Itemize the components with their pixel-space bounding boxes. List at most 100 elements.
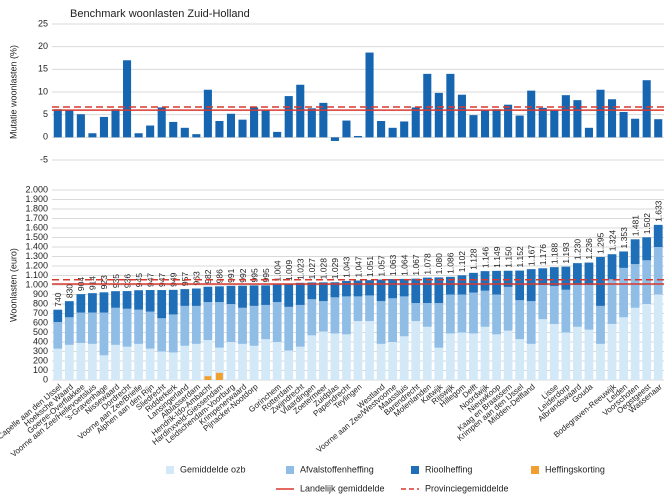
bar-segment [526,343,536,380]
bar-segment [249,345,259,380]
y-tick-label: 20 [38,41,48,51]
data-label: 1.086 [446,252,456,274]
bar-segment [388,342,398,380]
bar [169,121,178,138]
bar-segment [157,351,167,380]
bar-segment [76,312,86,343]
bar [654,119,663,138]
y-tick-label: 700 [33,308,48,318]
bar-segment [411,278,421,304]
bar-segment [134,290,143,310]
data-label: 1.295 [596,232,606,254]
y-tick-label: 300 [33,346,48,356]
bar-segment [561,266,571,290]
bar-segment [353,280,363,297]
bar-segment [191,343,201,380]
data-label: 1.023 [296,258,306,280]
bar [619,111,628,138]
legend-swatch [166,466,174,474]
bar-segment [376,301,386,344]
bar-segment [342,296,351,335]
bar [377,121,386,138]
bar-segment [342,334,351,380]
bar-segment [573,326,582,380]
data-label: 830 [65,284,75,298]
bar-segment [330,282,340,298]
y-tick-label: 200 [33,355,48,365]
data-label: 947 [157,273,167,287]
bar-segment [411,321,421,380]
bar-segment [584,329,594,380]
bar-segment [434,347,444,380]
data-label: 1.324 [607,230,617,252]
legend-swatch [286,466,294,474]
bar-segment [261,304,271,340]
bar-segment [584,262,594,285]
bar [307,108,316,138]
bar-segment [191,305,201,344]
bar-segment [549,267,559,286]
bar-segment [261,285,271,305]
data-label: 991 [226,268,236,282]
bar-segment [607,254,617,280]
bar-segment [503,286,513,331]
bar-segment [480,326,490,380]
bar-segment [122,346,132,380]
y-tick-label: 1.600 [25,222,48,232]
legend-label: Gemiddelde ozb [180,464,246,474]
data-label: 1.230 [573,239,583,261]
legend-label: Provinciegemiddelde [425,483,509,493]
bar-segment [307,335,317,380]
bar-segment [561,289,571,333]
data-label: 1.167 [526,245,536,267]
data-label: 1.502 [642,213,652,235]
data-label: 1.043 [342,256,352,278]
y-tick-label: 0 [43,374,48,384]
bar-segment [538,268,548,285]
bar-segment [584,285,594,330]
bar-segment [134,309,143,344]
bar-segment [99,292,109,313]
data-label: 1.063 [388,254,398,276]
bar-segment [422,277,432,304]
bar-segment [619,251,628,268]
bar-segment [238,343,247,380]
data-label: 1.047 [353,256,363,278]
data-label: 1.188 [550,243,560,265]
bar-segment [422,326,432,380]
bar-segment [549,285,559,324]
bar-segment [411,303,421,322]
bar-segment [469,333,478,380]
bar-segment [653,247,663,295]
bar [388,127,397,138]
bar-segment [203,340,213,380]
bar-segment [492,270,501,295]
data-label: 1.028 [319,258,329,280]
data-label: 1.236 [584,238,594,260]
bar-segment [249,305,259,346]
y-tick-label: 1.200 [25,260,48,270]
legend-label: Heffingskorting [545,464,605,474]
bar-segment [561,332,571,380]
bar-segment [573,285,582,327]
data-label: 1.080 [434,253,444,275]
bar-segment [318,331,328,380]
data-label: 1.057 [376,255,386,277]
y-tick-label: 1.700 [25,213,48,223]
data-label: 986 [215,269,225,283]
bar [284,96,293,138]
bar-segment [215,302,224,348]
data-label: 982 [203,269,213,283]
bar-segment [215,347,224,380]
bar-segment [469,272,478,293]
y-axis-label: Woonlasten (euro) [8,248,18,322]
y-tick-label: 1.900 [25,194,48,204]
y-tick-label: 1.800 [25,203,48,213]
bar-segment [422,303,432,327]
bar-segment [64,301,74,318]
bar-segment [272,342,282,380]
bar-segment [295,304,305,347]
bar-segment [365,295,374,322]
bar-segment [88,312,97,344]
data-label: 1.102 [457,251,467,273]
